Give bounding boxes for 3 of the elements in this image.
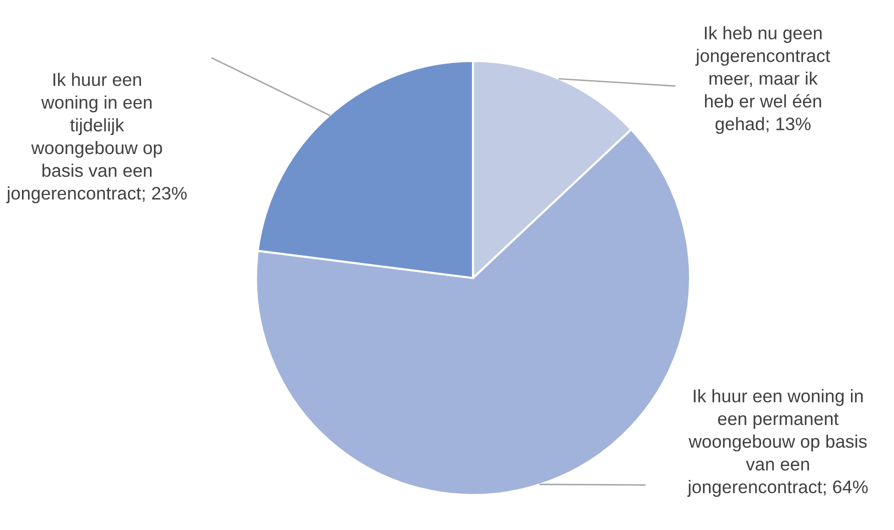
slice-label: Ik heb nu geen jongerencontract meer, maar ik heb er wel één gehad; 13% xyxy=(695,26,830,134)
slice-label: Ik huur een woning in een permanent woongebouw op basis van een jongerencontract; 64% xyxy=(687,389,868,497)
slice-label: Ik huur een woning in een tijdelijk woongebouw op basis van een jongerencontract; 23% xyxy=(6,72,187,204)
